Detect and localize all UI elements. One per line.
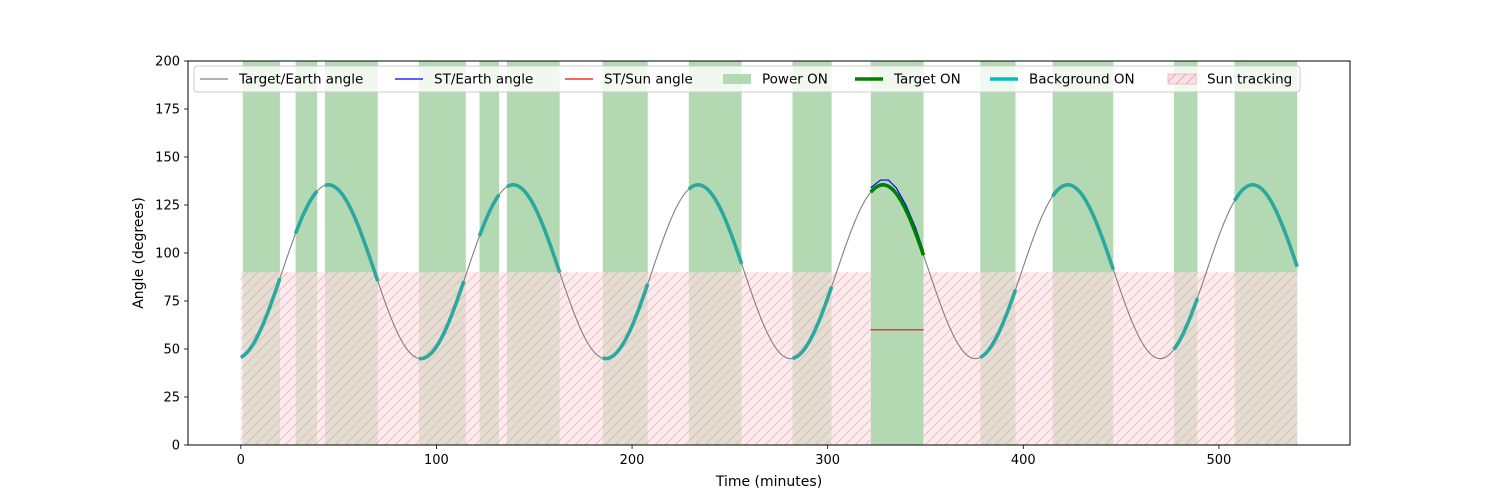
legend-label: Sun tracking [1207, 72, 1292, 88]
legend-label: Target/Earth angle [238, 72, 363, 88]
y-tick-label: 100 [155, 247, 180, 262]
y-tick-label: 75 [163, 295, 180, 310]
x-tick-label: 200 [620, 453, 645, 468]
legend-label: ST/Sun angle [604, 72, 693, 88]
y-axis-label: Angle (degrees) [131, 197, 147, 309]
background-on-segment [1172, 297, 1200, 351]
background-on-segment [1051, 183, 1116, 271]
sun-tracking-hatch [240, 272, 871, 445]
background-on-segment [324, 183, 380, 282]
background-on-segment [792, 286, 834, 361]
y-tick-label: 0 [172, 439, 180, 454]
legend-label: Background ON [1029, 72, 1135, 88]
y-tick-label: 200 [155, 55, 180, 70]
background-on-segment [293, 189, 319, 235]
background-on-segment [418, 280, 466, 361]
y-tick-label: 150 [155, 151, 180, 166]
background-on-segment [602, 283, 650, 361]
legend-swatch-hatch [1168, 74, 1196, 84]
legend-label: ST/Earth angle [434, 72, 533, 88]
x-tick-label: 300 [815, 453, 840, 468]
background-on-segment [687, 183, 744, 265]
background-on-segment [505, 183, 562, 274]
background-on-segment [239, 277, 282, 359]
y-tick-label: 175 [155, 103, 180, 118]
y-tick-label: 50 [163, 343, 180, 358]
sun-tracking-hatch [923, 272, 1298, 445]
target-earth-angle-line [240, 184, 1298, 360]
x-tick-label: 100 [424, 453, 449, 468]
x-tick-label: 0 [237, 453, 245, 468]
st-earth-angle-line [870, 179, 925, 252]
legend-label: Power ON [762, 72, 828, 88]
legend-swatch-power-on [723, 74, 751, 84]
target-on-segment [869, 183, 926, 256]
legend: Target/Earth angle ST/Earth angle ST/Sun a… [193, 65, 1301, 93]
background-on-segment [979, 289, 1018, 359]
legend-label: Target ON [893, 72, 961, 88]
y-tick-label: 125 [155, 199, 180, 214]
x-tick-label: 400 [1011, 453, 1036, 468]
background-on-segment [1233, 183, 1299, 268]
power-on-band [870, 61, 924, 445]
x-tick-label: 500 [1207, 453, 1232, 468]
y-tick-label: 25 [163, 391, 180, 406]
background-on-segment [477, 193, 501, 237]
x-axis-label: Time (minutes) [715, 474, 822, 490]
